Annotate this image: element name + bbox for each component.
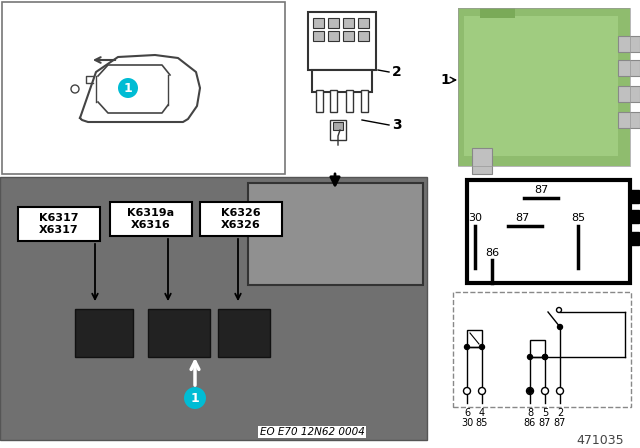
Bar [75, 309, 133, 357]
Bar [248, 183, 423, 285]
Bar [343, 18, 354, 28]
Bar [316, 90, 323, 112]
Bar [110, 202, 192, 236]
Circle shape [465, 345, 470, 349]
Text: 6: 6 [464, 408, 470, 418]
Text: 2: 2 [392, 65, 402, 79]
Bar [467, 330, 482, 347]
Circle shape [479, 345, 484, 349]
Bar [346, 90, 353, 112]
Bar [200, 202, 282, 236]
Text: 87: 87 [554, 418, 566, 428]
Bar [453, 292, 631, 407]
Bar [0, 177, 427, 440]
Text: 85: 85 [476, 418, 488, 428]
Text: 1: 1 [440, 73, 450, 87]
Text: 86: 86 [524, 418, 536, 428]
Text: 86: 86 [485, 248, 499, 258]
Bar [480, 8, 515, 18]
Bar [630, 190, 639, 203]
Bar [148, 309, 210, 357]
Bar [313, 31, 324, 41]
Bar [630, 232, 639, 245]
Circle shape [527, 354, 532, 359]
Bar [312, 70, 372, 92]
Text: 471035: 471035 [576, 434, 624, 447]
Bar [467, 180, 630, 283]
Text: 8: 8 [527, 408, 533, 418]
Bar [358, 31, 369, 41]
Bar [18, 207, 100, 241]
Bar [458, 8, 630, 166]
Circle shape [543, 354, 547, 359]
Bar [313, 18, 324, 28]
Text: 1: 1 [124, 82, 132, 95]
Text: K6317
X6317: K6317 X6317 [39, 213, 79, 235]
Bar [328, 18, 339, 28]
Text: 5: 5 [542, 408, 548, 418]
Bar [328, 31, 339, 41]
Bar [530, 340, 545, 357]
Bar [343, 31, 354, 41]
Bar [2, 2, 285, 174]
Text: 87: 87 [539, 418, 551, 428]
Bar [618, 86, 640, 102]
Bar [472, 148, 492, 174]
Circle shape [527, 388, 534, 395]
Bar [308, 12, 376, 70]
Circle shape [118, 78, 138, 98]
Bar [330, 90, 337, 112]
Circle shape [557, 307, 561, 313]
Bar [464, 16, 618, 156]
Bar [330, 120, 346, 140]
Text: K6319a
X6316: K6319a X6316 [127, 208, 175, 230]
Bar [458, 8, 630, 166]
Text: 1: 1 [191, 392, 200, 405]
Bar [361, 90, 368, 112]
Text: 30: 30 [468, 213, 482, 223]
Circle shape [527, 388, 532, 393]
Text: 85: 85 [571, 213, 585, 223]
Text: K6326
X6326: K6326 X6326 [221, 208, 261, 230]
Bar [630, 210, 639, 223]
Text: 3: 3 [392, 118, 402, 132]
Text: 87: 87 [534, 185, 548, 195]
Bar [358, 18, 369, 28]
Circle shape [479, 388, 486, 395]
Text: 30: 30 [461, 418, 473, 428]
Circle shape [557, 324, 563, 329]
Text: 4: 4 [479, 408, 485, 418]
Text: 2: 2 [557, 408, 563, 418]
Circle shape [557, 388, 563, 395]
Circle shape [541, 388, 548, 395]
Bar [218, 309, 270, 357]
Bar [618, 60, 640, 76]
Text: 87: 87 [515, 213, 529, 223]
Circle shape [543, 354, 547, 359]
Circle shape [184, 387, 206, 409]
Text: EO E70 12N62 0004: EO E70 12N62 0004 [260, 427, 364, 437]
Circle shape [463, 388, 470, 395]
Bar [618, 112, 640, 128]
Bar [333, 122, 343, 130]
Bar [618, 36, 640, 52]
